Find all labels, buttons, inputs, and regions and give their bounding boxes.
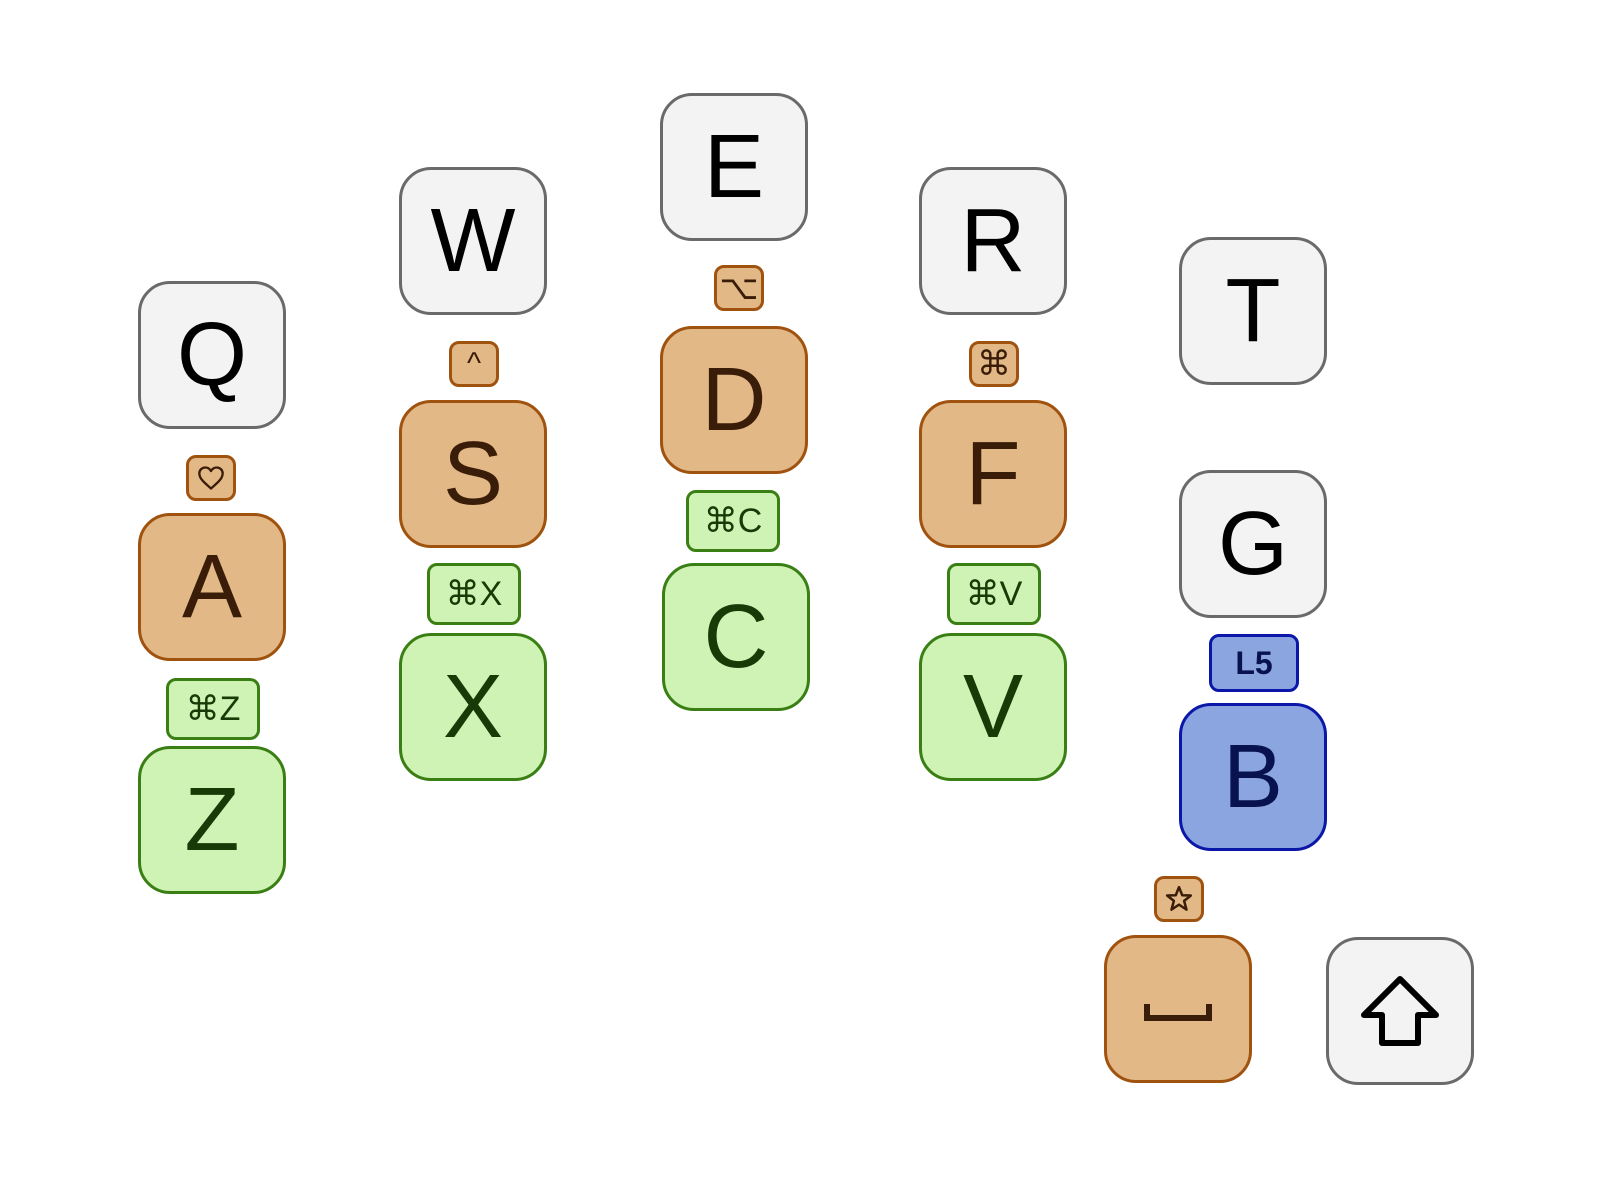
key-c[interactable]: C	[662, 563, 810, 711]
key-space[interactable]	[1104, 935, 1252, 1083]
key-g[interactable]: G	[1179, 470, 1327, 618]
combo-g-b[interactable]: L5	[1209, 634, 1299, 692]
shift-icon	[1361, 976, 1439, 1046]
key-e[interactable]: E	[660, 93, 808, 241]
heart-icon	[198, 466, 224, 490]
combo-b-space[interactable]	[1154, 876, 1204, 922]
combo-e-d[interactable]: ⌥	[714, 265, 764, 311]
combo-d-c[interactable]: ⌘C	[686, 490, 780, 552]
key-w[interactable]: W	[399, 167, 547, 315]
combo-s-x[interactable]: ⌘X	[427, 563, 521, 625]
key-s[interactable]: S	[399, 400, 547, 548]
combo-a-z[interactable]: ⌘Z	[166, 678, 260, 740]
space-icon	[1144, 1004, 1212, 1021]
key-v[interactable]: V	[919, 633, 1067, 781]
key-b[interactable]: B	[1179, 703, 1327, 851]
combo-q-a[interactable]	[186, 455, 236, 501]
key-a[interactable]: A	[138, 513, 286, 661]
key-z[interactable]: Z	[138, 746, 286, 894]
key-q[interactable]: Q	[138, 281, 286, 429]
key-f[interactable]: F	[919, 400, 1067, 548]
key-shift[interactable]	[1326, 937, 1474, 1085]
key-r[interactable]: R	[919, 167, 1067, 315]
key-x[interactable]: X	[399, 633, 547, 781]
key-d[interactable]: D	[660, 326, 808, 474]
star-icon	[1165, 885, 1193, 911]
combo-w-s[interactable]: ^	[449, 341, 499, 387]
combo-r-f[interactable]: ⌘	[969, 341, 1019, 387]
combo-f-v[interactable]: ⌘V	[947, 563, 1041, 625]
key-t[interactable]: T	[1179, 237, 1327, 385]
